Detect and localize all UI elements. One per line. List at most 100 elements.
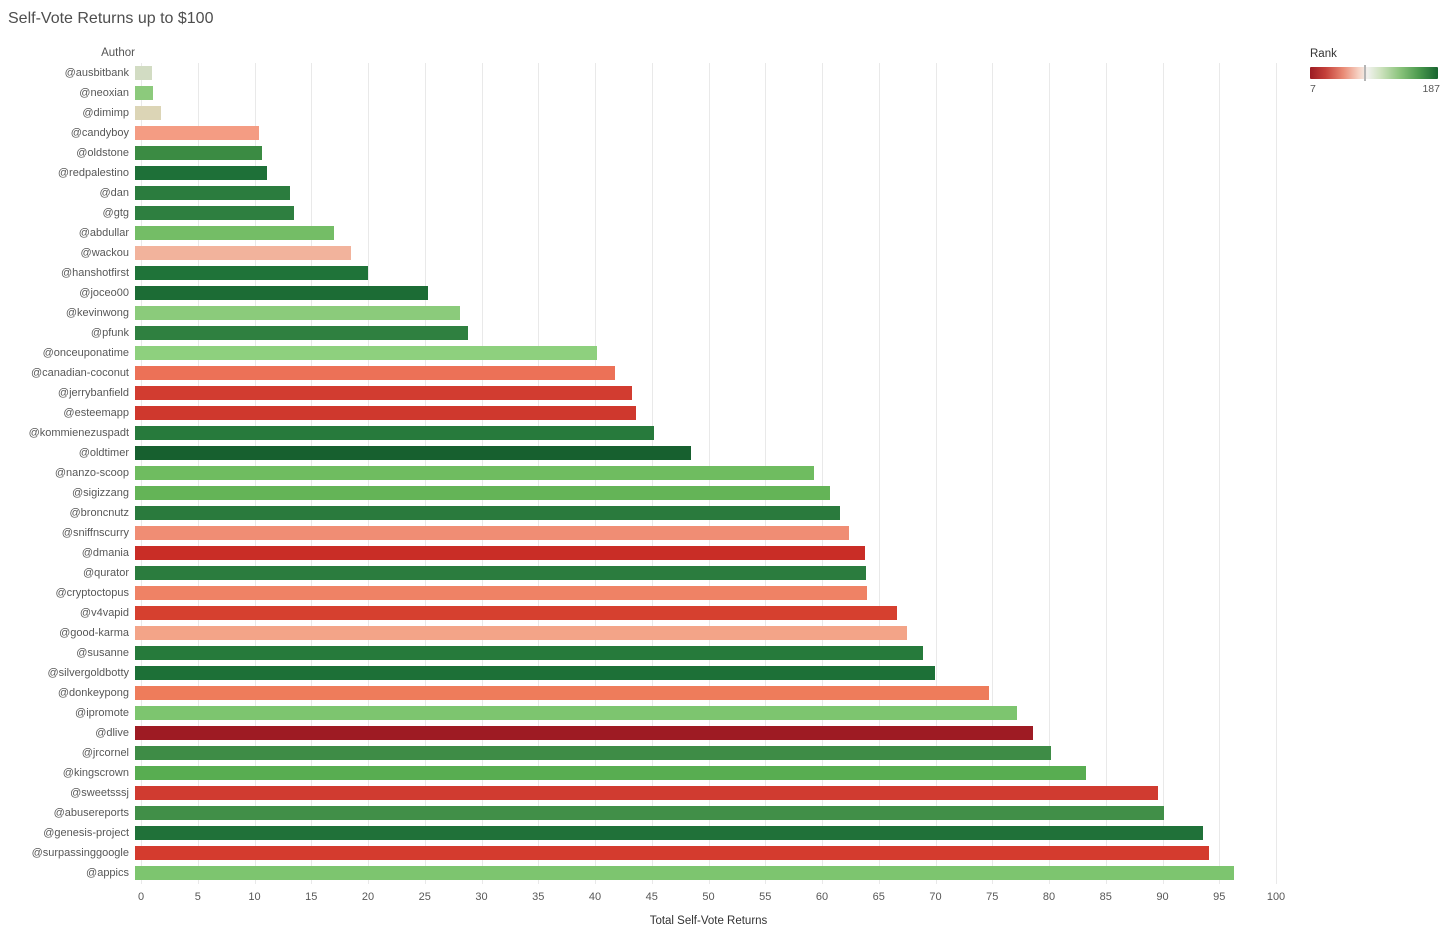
bar-track: [135, 303, 1297, 323]
gridline: [1105, 63, 1107, 884]
author-label: @sniffnscurry: [61, 527, 129, 539]
x-axis-title: Total Self-Vote Returns: [649, 915, 768, 927]
legend-gradient-bar[interactable]: [1310, 65, 1438, 81]
bar[interactable]: [135, 246, 351, 260]
chart-row: @kingscrown: [0, 763, 1297, 783]
chart-title: Self-Vote Returns up to $100: [8, 10, 214, 27]
bar-track: [135, 623, 1297, 643]
bar[interactable]: [135, 466, 814, 480]
bar[interactable]: [135, 286, 428, 300]
chart-row: @dimimp: [0, 103, 1297, 123]
bar[interactable]: [135, 646, 923, 660]
bar[interactable]: [135, 346, 597, 360]
bar[interactable]: [135, 606, 897, 620]
chart-row: @donkeypong: [0, 683, 1297, 703]
bar[interactable]: [135, 726, 1033, 740]
gridline: [1162, 63, 1164, 884]
bar-track: [135, 583, 1297, 603]
bar[interactable]: [135, 546, 865, 560]
chart-row: @sigizzang: [0, 483, 1297, 503]
bar-track: [135, 163, 1297, 183]
y-axis-header: Author: [101, 47, 135, 59]
chart-row: @v4vapid: [0, 603, 1297, 623]
bar-track: [135, 843, 1297, 863]
bar[interactable]: [135, 626, 907, 640]
bar[interactable]: [135, 826, 1204, 840]
chart-row: @neoxian: [0, 83, 1297, 103]
author-label: @good-karma: [59, 627, 129, 639]
color-legend: Rank 7 187: [1310, 48, 1440, 95]
author-label: @dan: [99, 187, 129, 199]
chart-row: @kevinwong: [0, 303, 1297, 323]
bar[interactable]: [135, 306, 460, 320]
author-label: @cryptoctopus: [55, 587, 129, 599]
bar-track: [135, 283, 1297, 303]
bar[interactable]: [135, 746, 1051, 760]
author-label: @kommienezuspadt: [28, 427, 129, 439]
bar[interactable]: [135, 386, 633, 400]
bar-track: [135, 403, 1297, 423]
bar[interactable]: [135, 486, 830, 500]
author-label: @sigizzang: [71, 487, 129, 499]
author-label: @sweetsssj: [70, 787, 129, 799]
bar[interactable]: [135, 566, 866, 580]
bar[interactable]: [135, 786, 1158, 800]
bar[interactable]: [135, 366, 616, 380]
author-label: @ipromote: [75, 707, 129, 719]
bar[interactable]: [135, 186, 291, 200]
bar[interactable]: [135, 106, 162, 120]
x-tick-label: 60: [815, 891, 829, 903]
bar[interactable]: [135, 706, 1017, 720]
x-tick-label: 65: [872, 891, 885, 903]
bar[interactable]: [135, 806, 1165, 820]
bar[interactable]: [135, 866, 1234, 880]
bar[interactable]: [135, 226, 334, 240]
bar[interactable]: [135, 766, 1087, 780]
author-label: @genesis-project: [43, 827, 129, 839]
bar-track: [135, 503, 1297, 523]
bar-track: [135, 263, 1297, 283]
x-tick-label: 45: [645, 891, 658, 903]
author-label: @canadian-coconut: [30, 367, 129, 379]
chart-row: @sweetsssj: [0, 783, 1297, 803]
bar-track: [135, 203, 1297, 223]
chart-row: @ausbitbank: [0, 63, 1297, 83]
chart-row: @surpassinggoogle: [0, 843, 1297, 863]
bar[interactable]: [135, 526, 849, 540]
author-label: @pfunk: [90, 327, 129, 339]
chart-row: @sniffnscurry: [0, 523, 1297, 543]
author-label: @broncnutz: [69, 507, 129, 519]
bar[interactable]: [135, 426, 654, 440]
bar-track: [135, 643, 1297, 663]
bar[interactable]: [135, 406, 636, 420]
gridline: [935, 63, 937, 884]
author-label: @qurator: [82, 567, 129, 579]
bar[interactable]: [135, 506, 840, 520]
x-tick-label: 35: [532, 891, 545, 903]
bar[interactable]: [135, 66, 153, 80]
bar[interactable]: [135, 166, 267, 180]
bar[interactable]: [135, 86, 154, 100]
x-tick-label: 25: [418, 891, 431, 903]
bar-track: [135, 143, 1297, 163]
chart-row: @silvergoldbotty: [0, 663, 1297, 683]
bar[interactable]: [135, 146, 263, 160]
bar[interactable]: [135, 846, 1209, 860]
x-tick-label: 55: [759, 891, 772, 903]
bar[interactable]: [135, 266, 368, 280]
x-tick-label: 30: [475, 891, 488, 903]
bar[interactable]: [135, 666, 936, 680]
bar[interactable]: [135, 686, 989, 700]
chart-row: @appics: [0, 863, 1297, 883]
bar[interactable]: [135, 126, 259, 140]
author-label: @redpalestino: [57, 167, 129, 179]
bar[interactable]: [135, 206, 294, 220]
bar[interactable]: [135, 446, 692, 460]
chart-row: @qurator: [0, 563, 1297, 583]
author-label: @v4vapid: [79, 607, 129, 619]
author-label: @dmania: [81, 547, 129, 559]
bar[interactable]: [135, 326, 468, 340]
author-label: @kevinwong: [65, 307, 129, 319]
bar[interactable]: [135, 586, 868, 600]
legend-marker[interactable]: [1363, 65, 1366, 81]
